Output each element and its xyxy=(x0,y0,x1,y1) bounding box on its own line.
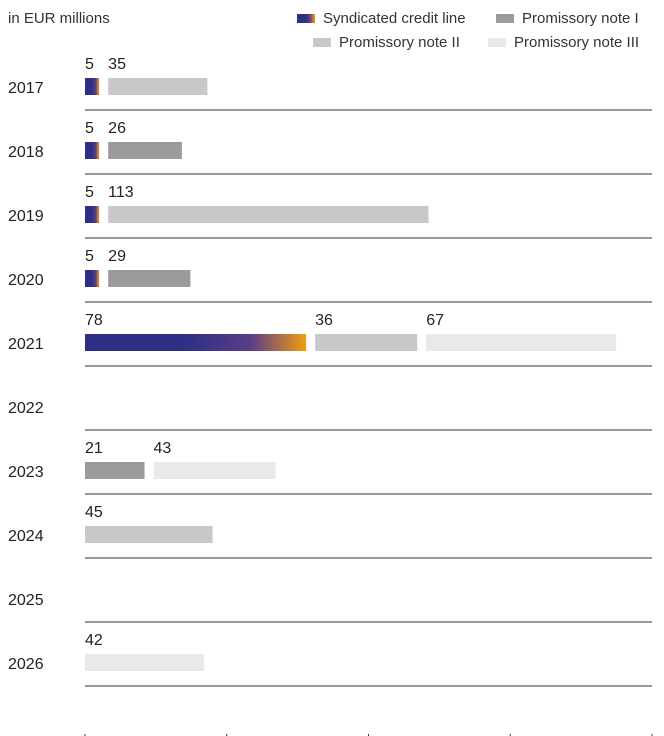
note-2-bar xyxy=(108,206,429,223)
note-3-bar xyxy=(85,654,205,671)
legend-item-promissory-note-3: Promissory note III xyxy=(488,34,639,51)
legend-item-syndicated-credit-line: Syndicated credit line xyxy=(297,10,466,27)
note-3-bar xyxy=(426,334,617,351)
value-label: 45 xyxy=(85,504,103,521)
year-label: 2023 xyxy=(8,464,44,481)
year-label: 2022 xyxy=(8,400,44,417)
year-label: 2025 xyxy=(8,592,44,609)
legend-label: Promissory note II xyxy=(339,34,460,51)
syndicated-bar xyxy=(85,142,100,159)
value-label: 5 xyxy=(85,56,94,73)
value-label: 5 xyxy=(85,184,94,201)
year-label: 2024 xyxy=(8,528,44,545)
legend-label: Promissory note III xyxy=(514,34,640,51)
value-label: 5 xyxy=(85,248,94,265)
value-label: 29 xyxy=(108,248,126,265)
note-2-bar xyxy=(108,78,208,95)
syndicated-bar xyxy=(85,270,100,287)
legend-item-promissory-note-1: Promissory note I xyxy=(496,10,639,27)
legend-item-promissory-note-2: Promissory note II xyxy=(313,34,460,51)
legend-label: Syndicated credit line xyxy=(323,10,466,27)
value-label: 113 xyxy=(108,184,134,201)
value-label: 35 xyxy=(108,56,126,73)
legend-swatch-note-2 xyxy=(313,38,331,47)
note-2-bar xyxy=(315,334,418,351)
year-label: 2018 xyxy=(8,144,44,161)
value-label: 78 xyxy=(85,312,103,329)
value-label: 26 xyxy=(108,120,126,137)
note-1-bar xyxy=(108,270,191,287)
syndicated-bar xyxy=(85,206,100,223)
year-label: 2026 xyxy=(8,656,44,673)
note-3-bar xyxy=(153,462,276,479)
value-label: 43 xyxy=(154,440,172,457)
legend-swatch-syndicated xyxy=(297,14,315,23)
note-2-bar xyxy=(85,526,213,543)
value-label: 67 xyxy=(426,312,444,329)
syndicated-bar xyxy=(85,334,307,351)
note-1-bar xyxy=(85,462,145,479)
year-label: 2021 xyxy=(8,336,44,353)
value-label: 36 xyxy=(315,312,333,329)
value-label: 42 xyxy=(85,632,103,649)
year-label: 2019 xyxy=(8,208,44,225)
chart-unit-label: in EUR millions xyxy=(8,10,110,27)
value-label: 21 xyxy=(85,440,103,457)
legend: Syndicated credit line Promissory note I… xyxy=(0,0,664,60)
year-label: 2020 xyxy=(8,272,44,289)
legend-swatch-note-1 xyxy=(496,14,514,23)
value-label: 5 xyxy=(85,120,94,137)
syndicated-bar xyxy=(85,78,100,95)
note-1-bar xyxy=(108,142,182,159)
legend-swatch-note-3 xyxy=(488,38,506,47)
legend-label: Promissory note I xyxy=(522,10,639,27)
year-label: 2017 xyxy=(8,80,44,97)
